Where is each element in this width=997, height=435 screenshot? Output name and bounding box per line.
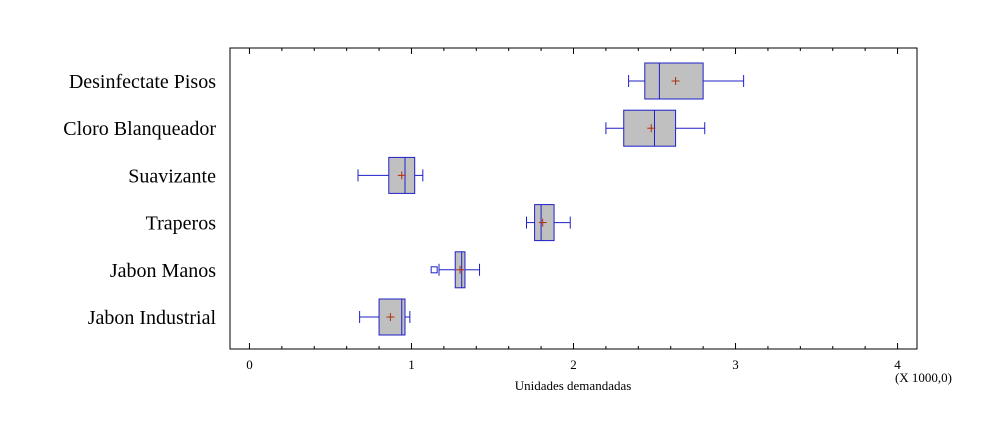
box-suavizante	[357, 156, 424, 194]
box-cloro-blanqueador	[605, 109, 706, 147]
category-label: Cloro Blanqueador	[63, 118, 216, 140]
category-label: Jabon Manos	[110, 260, 216, 282]
box-desinfectate-pisos	[628, 62, 745, 100]
plot-area	[229, 47, 918, 350]
outlier-point	[430, 266, 438, 274]
category-label: Desinfectate Pisos	[69, 71, 216, 93]
box-traperos	[526, 204, 571, 242]
x-tick-label: 1	[408, 357, 415, 372]
boxes	[357, 62, 745, 336]
box-jabon-industrial	[359, 298, 411, 336]
box-jabon-manos	[430, 251, 481, 289]
plot-frame	[229, 47, 918, 350]
x-tick-label: 0	[246, 357, 253, 372]
x-tick-label: 3	[732, 357, 739, 372]
category-label: Traperos	[146, 213, 217, 235]
x-axis: 0 1 2 3 4	[246, 48, 901, 372]
x-tick-label: 2	[570, 357, 577, 372]
category-label: Jabon Industrial	[88, 307, 217, 329]
x-tick-label: 4	[894, 357, 901, 372]
category-labels: Desinfectate Pisos Cloro Blanqueador Suavi…	[63, 71, 216, 329]
category-label: Suavizante	[128, 165, 216, 187]
x-axis-label: Unidades demandadas	[515, 378, 632, 393]
x-axis-multiplier-label: (X 1000,0)	[895, 370, 952, 385]
